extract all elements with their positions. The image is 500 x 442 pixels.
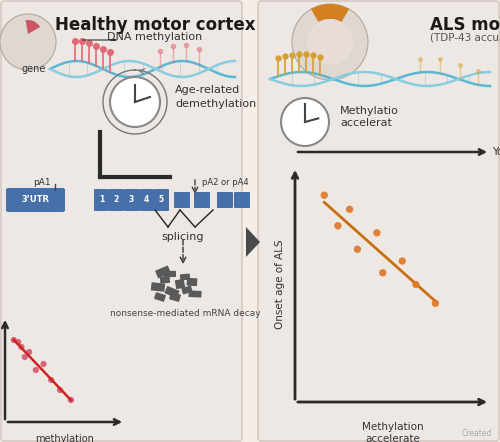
Text: pA2 or pA4: pA2 or pA4 bbox=[202, 178, 248, 187]
Text: Age-related
demethylation: Age-related demethylation bbox=[175, 85, 256, 109]
FancyBboxPatch shape bbox=[164, 271, 176, 277]
Text: 2: 2 bbox=[114, 195, 119, 205]
Text: Onset age of ALS: Onset age of ALS bbox=[275, 240, 285, 329]
Text: Methylatio
accelerat: Methylatio accelerat bbox=[340, 106, 399, 128]
Text: pA1: pA1 bbox=[33, 178, 51, 187]
FancyBboxPatch shape bbox=[155, 266, 171, 278]
Wedge shape bbox=[305, 99, 329, 130]
Circle shape bbox=[0, 14, 56, 70]
Text: Methylation
accelerate: Methylation accelerate bbox=[362, 422, 424, 442]
Text: Created: Created bbox=[462, 429, 492, 438]
Circle shape bbox=[307, 19, 353, 65]
FancyBboxPatch shape bbox=[180, 274, 190, 281]
Point bbox=[10, 336, 18, 343]
Circle shape bbox=[281, 98, 329, 146]
Text: Healthy motor cortex: Healthy motor cortex bbox=[55, 16, 256, 34]
Text: 4: 4 bbox=[144, 195, 149, 205]
Point bbox=[354, 246, 362, 253]
Point bbox=[32, 366, 40, 373]
FancyBboxPatch shape bbox=[169, 292, 181, 302]
Point bbox=[373, 229, 381, 236]
Text: ALS motor: ALS motor bbox=[430, 16, 500, 34]
Text: splicing: splicing bbox=[162, 232, 204, 242]
FancyBboxPatch shape bbox=[160, 276, 170, 284]
FancyBboxPatch shape bbox=[186, 278, 198, 286]
Text: (TDP-43 accum: (TDP-43 accum bbox=[430, 32, 500, 42]
Text: gene: gene bbox=[22, 64, 46, 74]
FancyBboxPatch shape bbox=[94, 189, 109, 211]
Point bbox=[412, 281, 420, 288]
Point bbox=[334, 222, 342, 229]
Point bbox=[67, 396, 75, 404]
Text: nonsense-mediated mRNA decay: nonsense-mediated mRNA decay bbox=[110, 309, 260, 318]
Text: methylation: methylation bbox=[36, 434, 94, 442]
Circle shape bbox=[292, 4, 368, 80]
FancyBboxPatch shape bbox=[109, 189, 124, 211]
FancyBboxPatch shape bbox=[124, 189, 139, 211]
FancyBboxPatch shape bbox=[182, 286, 192, 294]
FancyBboxPatch shape bbox=[151, 282, 165, 292]
Text: 1: 1 bbox=[99, 195, 104, 205]
FancyBboxPatch shape bbox=[154, 189, 169, 211]
Point bbox=[320, 192, 328, 199]
FancyBboxPatch shape bbox=[139, 189, 154, 211]
FancyBboxPatch shape bbox=[1, 1, 242, 441]
Point bbox=[398, 257, 406, 264]
Point bbox=[346, 206, 354, 213]
Point bbox=[14, 339, 22, 346]
Text: DNA methylation: DNA methylation bbox=[108, 32, 202, 42]
FancyBboxPatch shape bbox=[234, 192, 250, 208]
Circle shape bbox=[110, 77, 160, 127]
Point bbox=[379, 269, 387, 276]
Text: 5: 5 bbox=[159, 195, 164, 205]
Point bbox=[40, 361, 48, 368]
Point bbox=[25, 348, 33, 355]
Point bbox=[47, 377, 55, 384]
Text: 3: 3 bbox=[129, 195, 134, 205]
FancyBboxPatch shape bbox=[217, 192, 233, 208]
FancyBboxPatch shape bbox=[174, 192, 190, 208]
Polygon shape bbox=[246, 227, 260, 257]
Text: 3’UTR: 3’UTR bbox=[21, 195, 49, 205]
FancyBboxPatch shape bbox=[6, 188, 65, 212]
FancyBboxPatch shape bbox=[188, 290, 202, 297]
Wedge shape bbox=[311, 4, 349, 22]
Point bbox=[56, 386, 64, 393]
Point bbox=[18, 343, 25, 351]
Wedge shape bbox=[26, 20, 40, 34]
FancyBboxPatch shape bbox=[175, 279, 185, 289]
FancyBboxPatch shape bbox=[194, 192, 210, 208]
Point bbox=[21, 354, 29, 361]
Point bbox=[432, 300, 440, 307]
FancyBboxPatch shape bbox=[154, 292, 166, 302]
FancyBboxPatch shape bbox=[258, 1, 499, 441]
Text: Younger: Younger bbox=[492, 147, 500, 157]
FancyBboxPatch shape bbox=[164, 286, 180, 298]
